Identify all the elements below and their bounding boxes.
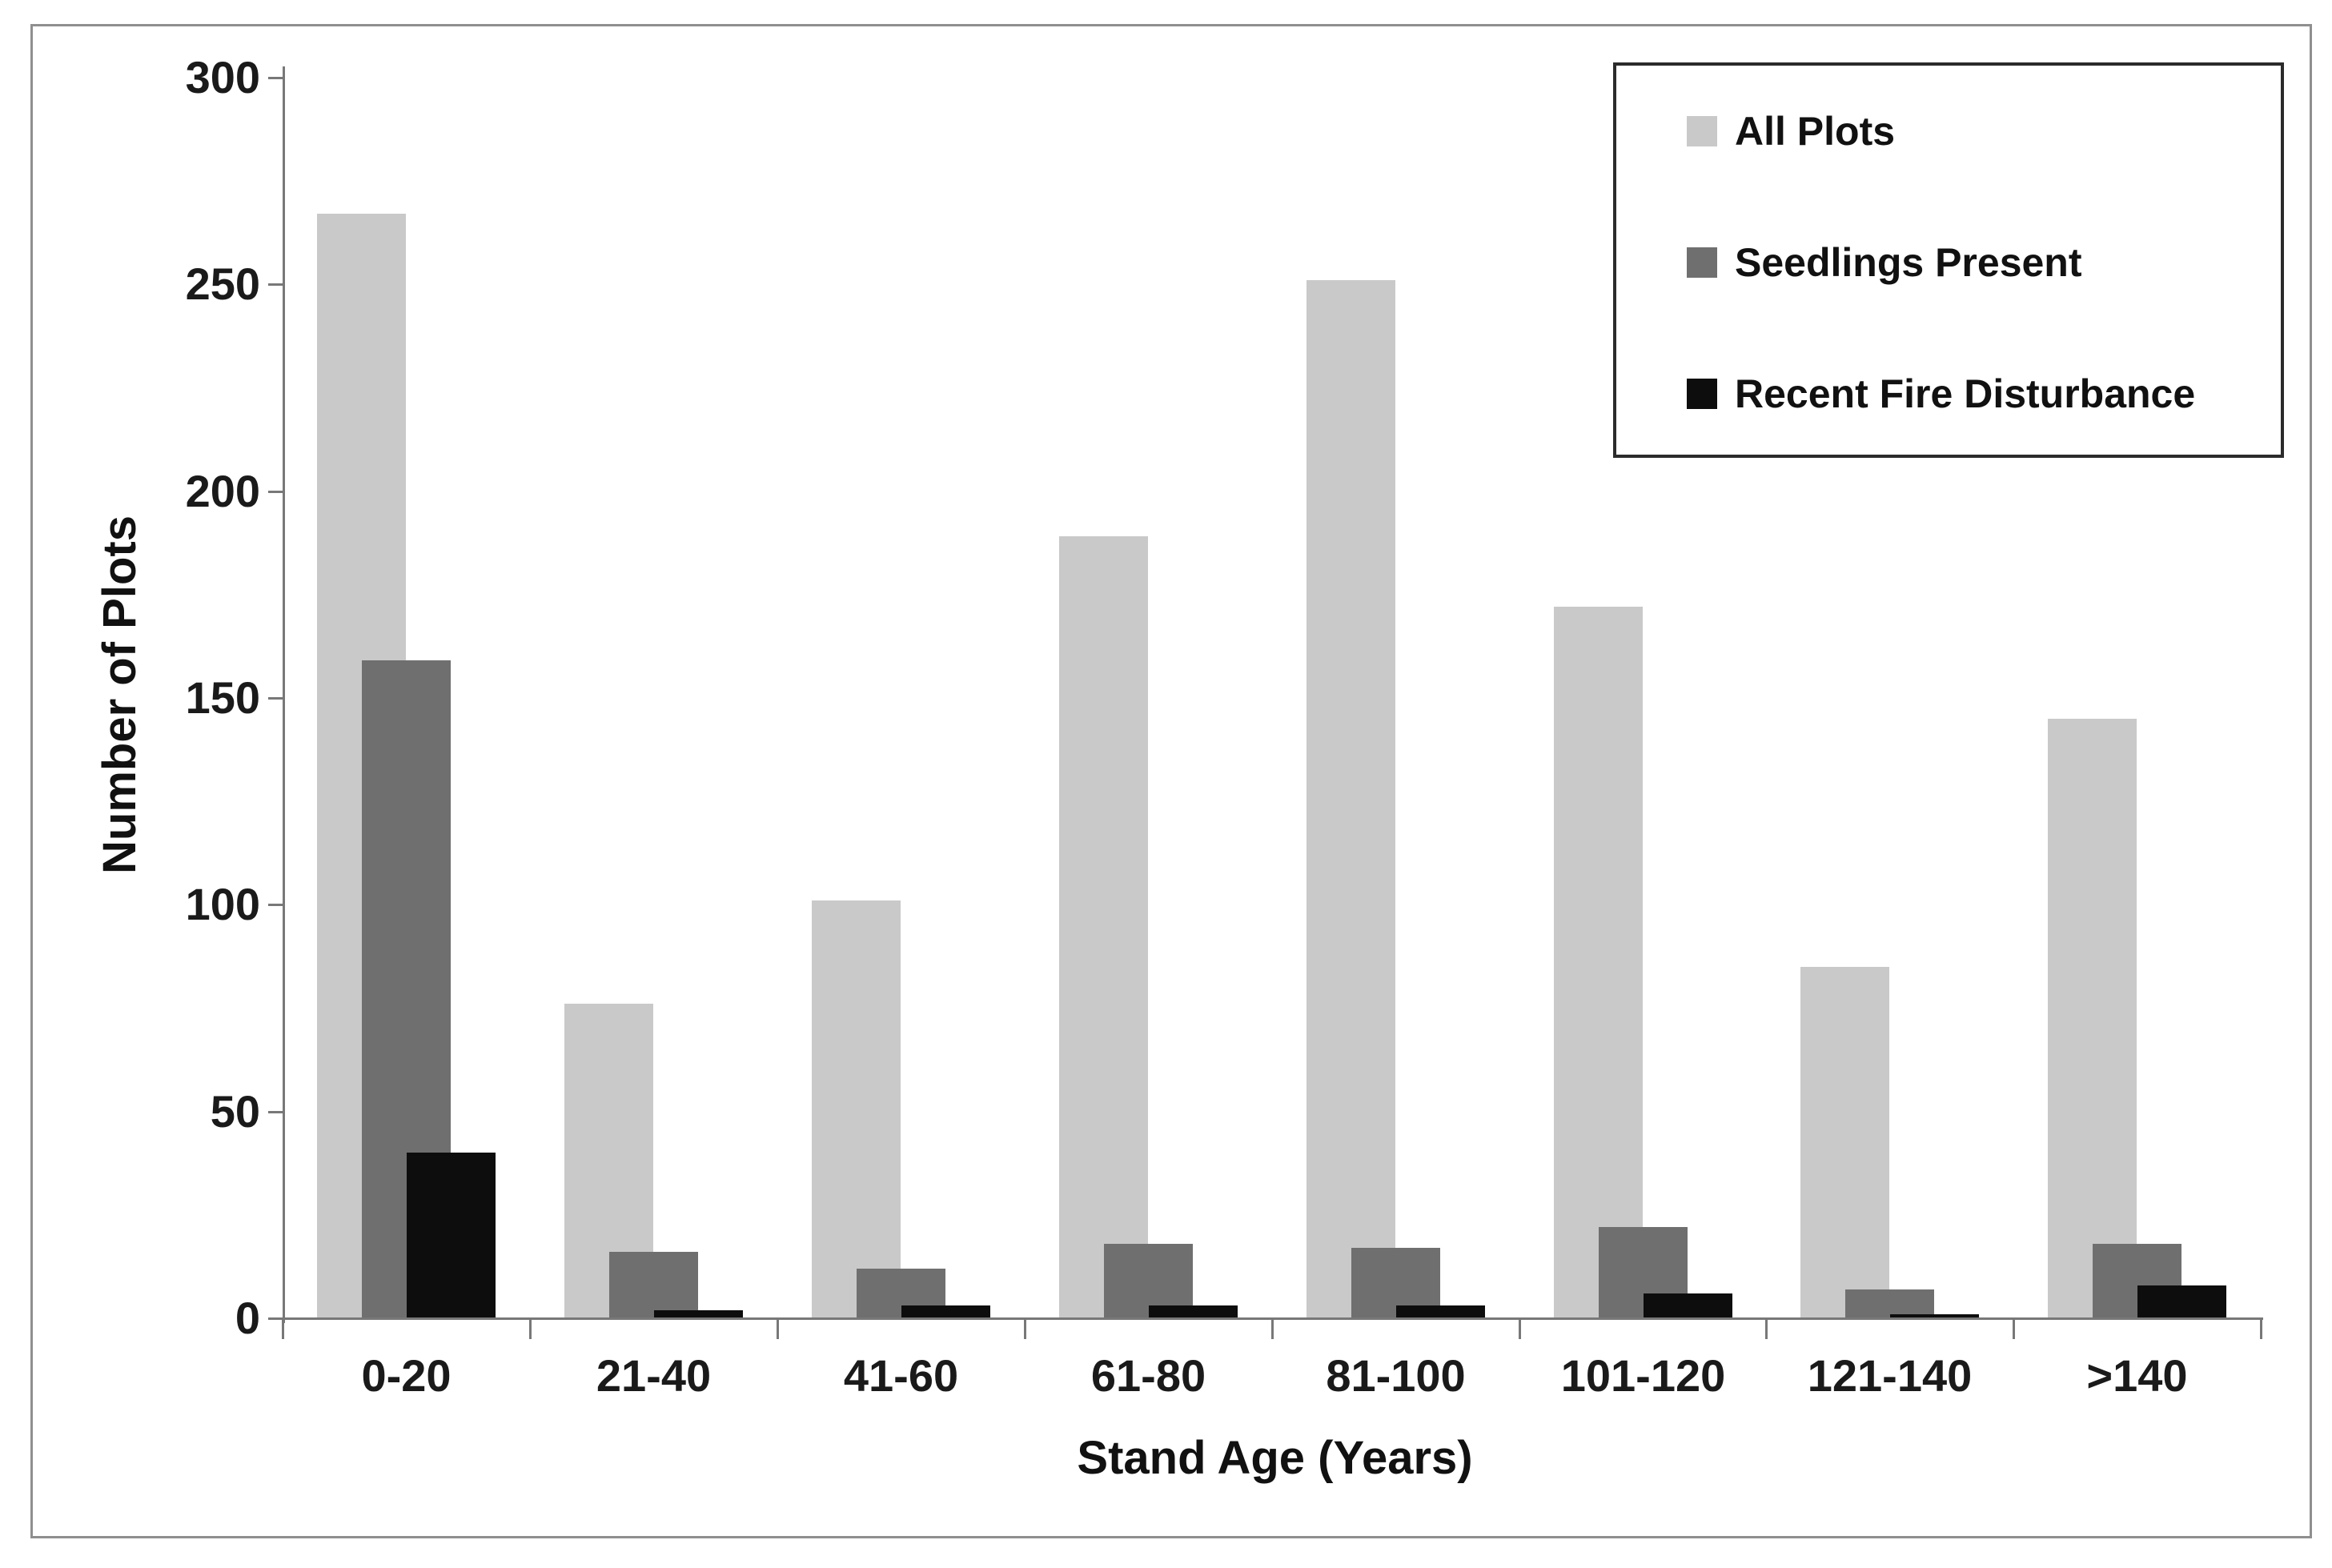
legend-item-all-plots: All Plots	[1616, 107, 2281, 155]
figure-border	[30, 24, 2312, 1538]
bar-recent-fire-disturbance-41-60	[901, 1305, 990, 1318]
legend-swatch-icon-recent-fire-disturbance	[1687, 379, 1717, 409]
x-axis-category-label-121-140: 121-140	[1807, 1350, 1973, 1401]
bar-all-plots-61-80	[1059, 536, 1148, 1318]
x-axis-tick-0	[282, 1318, 284, 1339]
y-axis-tick-label-300: 300	[185, 52, 260, 102]
x-axis-tick-2	[777, 1318, 779, 1339]
bar-recent-fire-disturbance-61-80	[1149, 1305, 1238, 1318]
y-axis-tick-label-0: 0	[235, 1293, 260, 1343]
x-axis-category-label-81-100: 81-100	[1326, 1350, 1466, 1401]
legend-label-seedlings-present: Seedlings Present	[1735, 240, 2082, 285]
y-axis-tick-label-200: 200	[185, 466, 260, 516]
legend-label-recent-fire-disturbance: Recent Fire Disturbance	[1735, 371, 2196, 416]
x-axis-tick-1	[529, 1318, 532, 1339]
legend-label-all-plots: All Plots	[1735, 109, 1896, 154]
legend-item-recent-fire-disturbance: Recent Fire Disturbance	[1616, 370, 2281, 418]
bar-recent-fire-disturbance-0-20	[407, 1153, 496, 1318]
bar-seedlings-present-21-40	[609, 1252, 698, 1318]
x-axis-tick-6	[1765, 1318, 1768, 1339]
bar-recent-fire-disturbance-21-40	[654, 1310, 743, 1318]
x-axis-tick-3	[1024, 1318, 1026, 1339]
x-axis-title: Stand Age (Years)	[1077, 1432, 1473, 1484]
x-axis-category-label-61-80: 61-80	[1090, 1350, 1206, 1401]
x-axis-tick-5	[1519, 1318, 1521, 1339]
legend-swatch-icon-seedlings-present	[1687, 247, 1717, 278]
legend-item-seedlings-present: Seedlings Present	[1616, 239, 2281, 287]
bar-recent-fire-disturbance-121-140	[1890, 1314, 1979, 1318]
x-axis-tick-4	[1271, 1318, 1274, 1339]
y-axis-tick-label-250: 250	[185, 259, 260, 309]
y-axis-title: Number of Plots	[94, 515, 146, 874]
y-axis-tick-0	[268, 1317, 283, 1320]
bar-recent-fire-disturbance-81-100	[1396, 1305, 1485, 1318]
y-axis-tick-300	[268, 77, 283, 79]
x-axis-tick-8	[2260, 1318, 2262, 1339]
x-axis-category-label-21-40: 21-40	[596, 1350, 712, 1401]
bar-all-plots-81-100	[1306, 280, 1395, 1318]
bar-all-plots-41-60	[812, 900, 901, 1318]
y-axis-line	[283, 66, 285, 1323]
y-axis-tick-250	[268, 283, 283, 286]
bar-recent-fire-disturbance-101-120	[1644, 1293, 1732, 1318]
x-axis-category-label-0-20: 0-20	[361, 1350, 452, 1401]
y-axis-tick-100	[268, 904, 283, 906]
bar-all-plots-121-140	[1800, 967, 1889, 1318]
bar-all-plots-101-120	[1554, 607, 1643, 1318]
y-axis-tick-label-100: 100	[185, 879, 260, 929]
legend-swatch-icon-all-plots	[1687, 116, 1717, 146]
legend: All Plots Seedlings Present Recent Fire Di…	[1613, 62, 2284, 458]
y-axis-tick-50	[268, 1111, 283, 1113]
x-axis-category-label-41-60: 41-60	[843, 1350, 959, 1401]
y-axis-tick-label-50: 50	[210, 1086, 260, 1137]
y-axis-tick-200	[268, 491, 283, 493]
bar-all-plots-140	[2048, 719, 2137, 1318]
bar-recent-fire-disturbance-140	[2137, 1285, 2226, 1318]
bar-seedlings-present-121-140	[1845, 1289, 1934, 1318]
x-axis-category-label-101-120: 101-120	[1560, 1350, 1726, 1401]
x-axis-category-label-140: >140	[2086, 1350, 2188, 1401]
y-axis-tick-label-150: 150	[185, 672, 260, 723]
x-axis-tick-7	[2013, 1318, 2015, 1339]
y-axis-tick-150	[268, 697, 283, 700]
